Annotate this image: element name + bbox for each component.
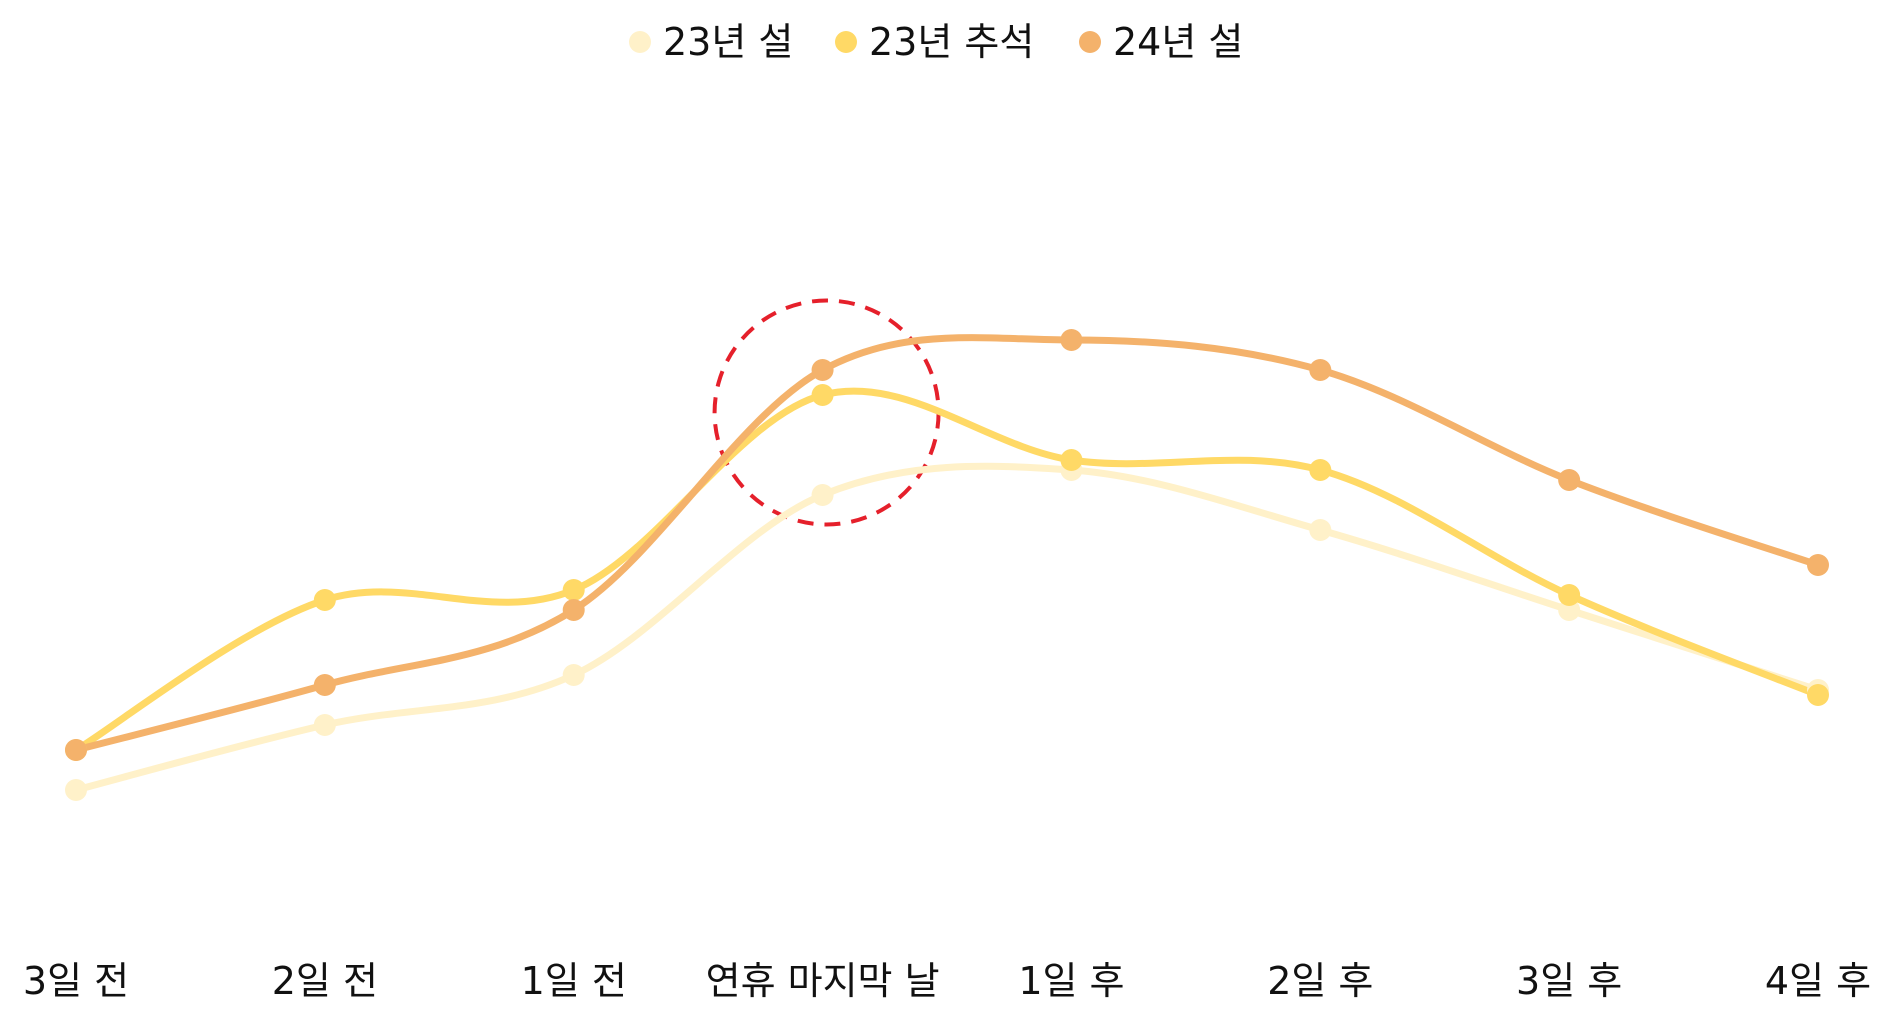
- data-point-s0-p5: [1309, 519, 1332, 541]
- legend: 23년 설 23년 추석 24년 설: [629, 20, 1243, 64]
- x-tick-label: 1일 후: [1018, 959, 1124, 1003]
- data-point-s1-p2: [562, 579, 585, 601]
- data-point-s0-p2: [562, 664, 585, 686]
- data-point-s0-p0: [65, 779, 87, 801]
- series-points: [65, 329, 1829, 801]
- data-point-s2-p3: [811, 359, 834, 381]
- series-line-2: [72, 334, 1822, 754]
- legend-label-0: 23년 설: [663, 20, 793, 64]
- series-line-1: [72, 387, 1822, 754]
- data-point-s1-p7: [1807, 684, 1829, 706]
- data-point-s2-p4: [1060, 329, 1083, 351]
- series-lines: [72, 334, 1822, 794]
- series-line-0: [72, 462, 1822, 794]
- data-point-s1-p6: [1558, 584, 1581, 606]
- data-point-s1-p5: [1309, 459, 1332, 481]
- data-point-s2-p2: [562, 599, 585, 621]
- data-point-s0-p1: [313, 714, 336, 736]
- legend-marker-0: [629, 31, 651, 53]
- x-tick-label: 1일 전: [521, 959, 627, 1003]
- legend-marker-2: [1079, 31, 1101, 53]
- data-point-s2-p5: [1309, 359, 1332, 381]
- data-point-s2-p0: [65, 739, 87, 761]
- data-point-s1-p3: [811, 384, 834, 406]
- data-point-s1-p4: [1060, 449, 1083, 471]
- data-point-s0-p3: [811, 484, 834, 506]
- x-tick-label: 3일 후: [1516, 959, 1622, 1003]
- x-tick-label: 2일 후: [1267, 959, 1373, 1003]
- data-point-s1-p1: [313, 589, 336, 611]
- x-tick-label: 2일 전: [272, 959, 378, 1003]
- x-axis: 3일 전 2일 전 1일 전 연휴 마지막 날 1일 후 2일 후 3일 후 4일 후: [23, 959, 1871, 1003]
- x-tick-label: 연휴 마지막 날: [706, 959, 940, 1003]
- data-point-s2-p7: [1807, 554, 1829, 576]
- legend-label-1: 23년 추석: [869, 20, 1034, 64]
- data-point-s2-p1: [313, 674, 336, 696]
- legend-marker-1: [835, 31, 857, 53]
- legend-label-2: 24년 설: [1113, 20, 1243, 64]
- x-tick-label: 3일 전: [23, 959, 129, 1003]
- data-point-s2-p6: [1558, 469, 1581, 491]
- x-tick-label: 4일 후: [1765, 959, 1871, 1003]
